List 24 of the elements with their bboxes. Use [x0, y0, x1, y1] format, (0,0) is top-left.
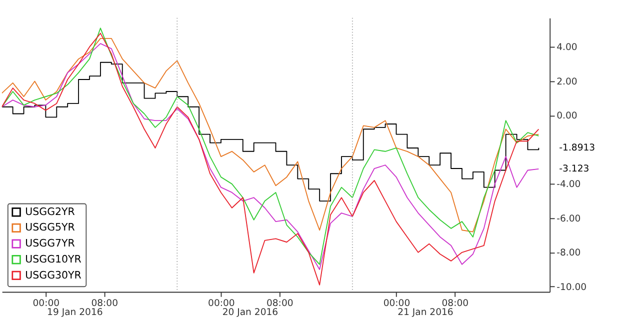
- annotation: -1.8913: [559, 142, 596, 154]
- text: 21 Jan 2016: [398, 307, 454, 318]
- text: 19 Jan 2016: [47, 307, 103, 318]
- y-tick-label: 0.00: [556, 110, 578, 122]
- y-tick-label: -10.00: [556, 282, 587, 293]
- x-tick-label: 00:00: [32, 298, 60, 310]
- y-tick-label: 4.00: [556, 42, 578, 54]
- legend-label: USGG5YR: [25, 222, 75, 234]
- y-tick-label: -6.00: [556, 213, 581, 224]
- x-tick-label: 08:00: [442, 298, 469, 310]
- x-tick-label: 08:00: [266, 298, 294, 310]
- text: 20 Jan 2016: [222, 307, 278, 318]
- x-tick-label: 00:00: [208, 298, 235, 310]
- y-tick-label: -4.00: [556, 179, 581, 190]
- y-tick-label: 2.00: [556, 76, 578, 88]
- x-tick-label: 08:00: [91, 298, 118, 310]
- legend-label: USGG2YR: [25, 206, 75, 218]
- annotation: -3.123: [559, 164, 590, 175]
- legend-label: USGG10YR: [25, 253, 82, 266]
- line-series: [2, 38, 540, 232]
- y-tick-label: -8.00: [556, 248, 581, 259]
- legend-label: USGG7YR: [25, 238, 75, 250]
- legend-label: USGG30YR: [25, 269, 82, 282]
- x-tick-label: 00:00: [383, 298, 410, 310]
